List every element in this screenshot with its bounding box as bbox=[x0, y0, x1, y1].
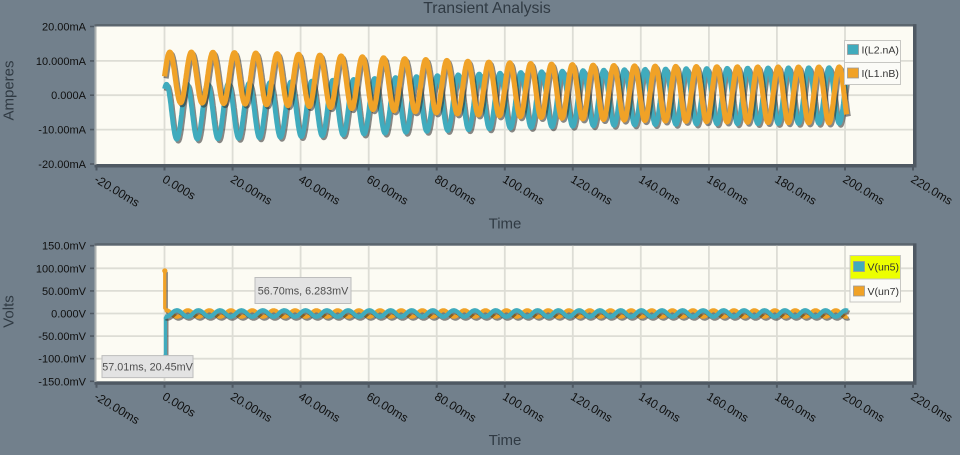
svg-text:I(L1.nB): I(L1.nB) bbox=[862, 68, 899, 80]
svg-text:0.000V: 0.000V bbox=[51, 309, 87, 321]
svg-text:V(un5): V(un5) bbox=[868, 262, 900, 274]
svg-text:-150.0mV: -150.0mV bbox=[38, 376, 86, 388]
svg-text:10.000mA: 10.000mA bbox=[36, 56, 87, 68]
svg-text:100.00mV: 100.00mV bbox=[36, 263, 87, 275]
svg-text:Amperes: Amperes bbox=[1, 60, 18, 120]
svg-text:150.0mV: 150.0mV bbox=[42, 241, 87, 253]
svg-text:-50.00mV: -50.00mV bbox=[38, 331, 86, 343]
svg-text:20.00mA: 20.00mA bbox=[42, 22, 87, 34]
svg-text:56.70ms, 6.283mV: 56.70ms, 6.283mV bbox=[258, 286, 349, 298]
svg-text:-10.00mA: -10.00mA bbox=[38, 125, 86, 137]
svg-text:0.000A: 0.000A bbox=[51, 90, 87, 102]
svg-text:Volts: Volts bbox=[1, 295, 18, 328]
svg-text:Time: Time bbox=[489, 432, 522, 449]
svg-text:I(L2.nA): I(L2.nA) bbox=[862, 45, 899, 57]
svg-text:-20.00mA: -20.00mA bbox=[38, 159, 86, 171]
svg-text:Time: Time bbox=[489, 216, 522, 233]
svg-text:Transient Analysis: Transient Analysis bbox=[423, 0, 551, 17]
svg-text:57.01ms, 20.45mV: 57.01ms, 20.45mV bbox=[102, 361, 193, 373]
svg-text:50.00mV: 50.00mV bbox=[42, 286, 87, 298]
svg-text:-100.0mV: -100.0mV bbox=[38, 354, 86, 366]
svg-text:V(un7): V(un7) bbox=[868, 286, 900, 298]
